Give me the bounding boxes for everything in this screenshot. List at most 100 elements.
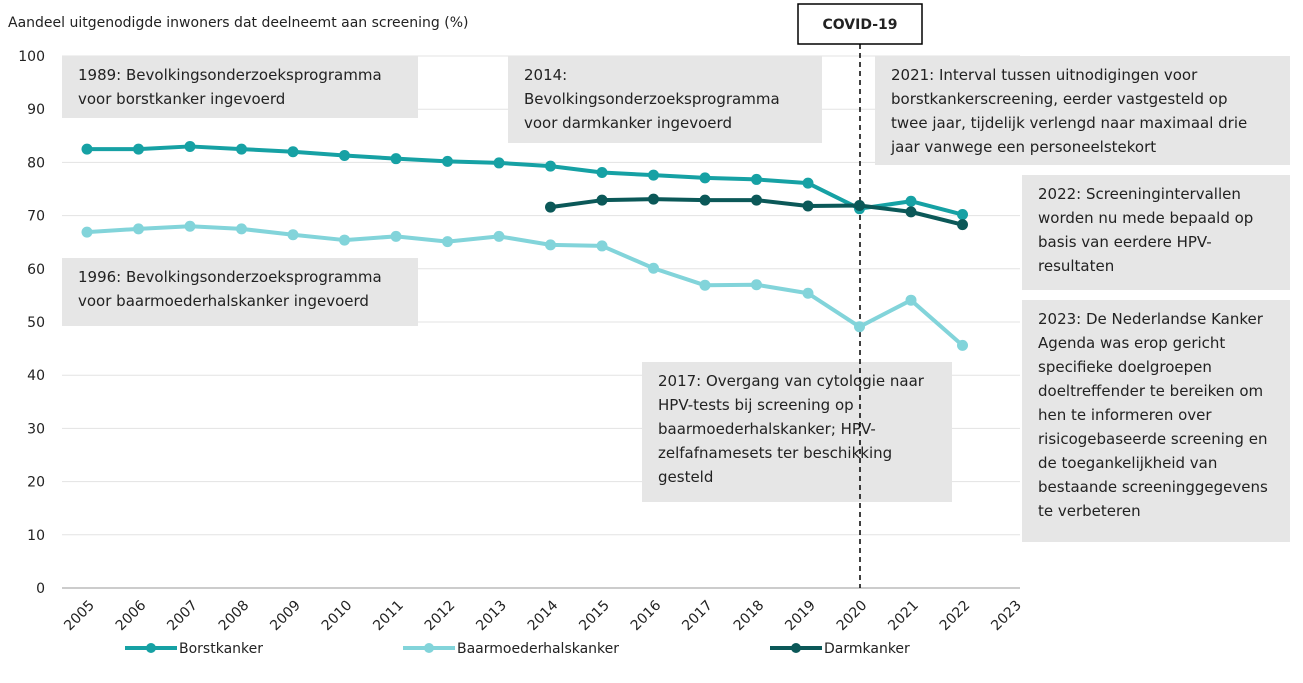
data-point — [287, 146, 299, 158]
data-point — [596, 194, 608, 206]
data-point — [699, 172, 711, 184]
annotation-text: 1989: Bevolkingsonderzoeksprogramma — [78, 66, 382, 84]
annotation-text: HPV-tests bij screening op — [658, 396, 854, 414]
annotation-text: doeltreffender te bereiken om — [1038, 382, 1263, 400]
annotation-text: 2021: Interval tussen uitnodigingen voor — [891, 66, 1198, 84]
y-tick-label: 100 — [18, 49, 45, 65]
data-point — [133, 223, 144, 235]
y-tick-label: 40 — [27, 368, 45, 384]
annotation-text: zelfafnamesets ter beschikking — [658, 444, 892, 462]
x-tick-label: 2007 — [164, 598, 201, 635]
annotation-text: specifieke doelgroepen — [1038, 358, 1212, 376]
y-axis-title: Aandeel uitgenodigde inwoners dat deelne… — [8, 15, 468, 31]
annotation-box — [62, 258, 418, 326]
data-point — [957, 219, 968, 231]
annotation-text: 2017: Overgang van cytologie naar — [658, 372, 925, 390]
x-tick-label: 2016 — [628, 597, 665, 634]
annotation-text: jaar vanwege een personeelstekort — [890, 138, 1156, 156]
data-point — [905, 206, 917, 218]
annotation-text: risicogebaseerde screening en — [1038, 430, 1267, 448]
data-point — [802, 200, 814, 212]
annotation-text: voor baarmoederhalskanker ingevoerd — [78, 292, 369, 310]
data-point — [133, 143, 144, 155]
annotation-box — [62, 56, 418, 118]
annotation-text: te verbeteren — [1038, 502, 1141, 520]
data-point — [545, 201, 556, 213]
data-point — [493, 157, 505, 169]
data-point — [802, 287, 814, 299]
x-tick-label: 2010 — [319, 598, 356, 635]
annotation-text: hen te informeren over — [1038, 406, 1212, 424]
data-point — [596, 240, 608, 252]
annotation-box — [875, 56, 1290, 165]
data-point — [854, 321, 865, 333]
data-point — [957, 339, 968, 351]
data-point — [957, 209, 968, 221]
data-point — [184, 220, 196, 232]
y-tick-label: 60 — [27, 262, 45, 278]
data-point — [339, 234, 350, 246]
annotation-text: gesteld — [658, 468, 713, 486]
data-point — [699, 279, 711, 291]
data-point — [751, 194, 762, 206]
y-tick-label: 20 — [27, 475, 45, 491]
legend-dot — [424, 643, 434, 653]
annotation-text: 2014: — [524, 66, 567, 84]
x-tick-label: 2017 — [679, 598, 716, 635]
x-tick-label: 2020 — [834, 598, 871, 635]
data-point — [648, 193, 659, 205]
data-point — [390, 230, 402, 242]
data-point — [751, 279, 762, 291]
data-point — [493, 230, 505, 242]
x-tick-label: 2015 — [576, 598, 613, 635]
legend-label: Darmkanker — [824, 641, 910, 657]
x-tick-label: 2006 — [113, 597, 150, 634]
annotation-text: resultaten — [1038, 257, 1114, 275]
annotation-text: twee jaar, tijdelijk verlengd naar maxim… — [891, 114, 1247, 132]
annotation-box — [642, 362, 952, 502]
y-tick-label: 30 — [27, 421, 45, 437]
x-tick-label: 2022 — [937, 598, 974, 635]
data-point — [184, 140, 196, 152]
covid-label: COVID-19 — [822, 17, 897, 33]
annotation-text: voor darmkanker ingevoerd — [524, 114, 732, 132]
data-point — [699, 194, 711, 206]
series-line — [86, 224, 964, 347]
x-tick-label: 2011 — [370, 598, 407, 635]
annotation-text: 2022: Screeningintervallen — [1038, 185, 1241, 203]
data-point — [648, 262, 659, 274]
data-point — [905, 294, 917, 306]
data-point — [648, 169, 659, 181]
annotation-text: Agenda was erop gericht — [1038, 334, 1225, 352]
data-point — [339, 149, 350, 161]
data-point — [545, 160, 556, 172]
annotation-text: basis van eerdere HPV- — [1038, 233, 1212, 251]
data-point — [236, 223, 247, 235]
annotation-text: borstkankerscreening, eerder vastgesteld… — [891, 90, 1227, 108]
x-tick-label: 2013 — [473, 598, 510, 635]
legend-dot — [791, 643, 801, 653]
x-tick-label: 2014 — [525, 597, 562, 634]
covid-box — [797, 3, 923, 45]
y-tick-label: 50 — [27, 315, 45, 331]
annotation-text: 2023: De Nederlandse Kanker — [1038, 310, 1264, 328]
annotation-box — [1022, 175, 1290, 290]
annotation-box — [1022, 300, 1290, 542]
data-point — [854, 199, 865, 211]
legend-dot — [146, 643, 156, 653]
annotation-text: voor borstkanker ingevoerd — [78, 90, 285, 108]
annotation-text: bestaande screeninggegevens — [1038, 478, 1268, 496]
data-point — [802, 177, 814, 189]
legend-label: Baarmoederhalskanker — [457, 641, 619, 657]
x-tick-label: 2008 — [216, 598, 253, 635]
legend-label: Borstkanker — [179, 641, 263, 657]
x-tick-label: 2012 — [422, 598, 459, 635]
data-point — [751, 173, 762, 185]
data-point — [81, 143, 93, 155]
annotation-text: 1996: Bevolkingsonderzoeksprogramma — [78, 268, 382, 286]
x-tick-label: 2018 — [731, 598, 768, 635]
series-line — [87, 144, 964, 217]
annotation-text: worden nu mede bepaald op — [1038, 209, 1253, 227]
data-point — [236, 143, 247, 155]
